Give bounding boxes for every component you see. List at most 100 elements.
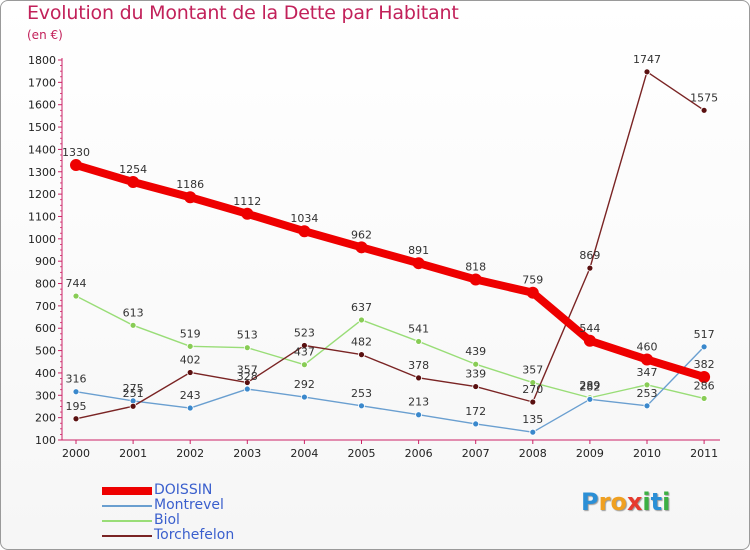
data-label: 172 xyxy=(465,405,486,418)
y-tick-label: 100 xyxy=(35,434,56,447)
data-label: 744 xyxy=(66,277,87,290)
data-label: 286 xyxy=(694,379,715,392)
x-tick-label: 2007 xyxy=(462,447,490,460)
data-point xyxy=(72,415,80,423)
data-label: 253 xyxy=(351,387,372,400)
legend-swatch-doissin xyxy=(102,487,152,495)
data-point xyxy=(643,68,651,76)
data-label: 513 xyxy=(237,329,258,342)
data-point xyxy=(415,338,423,345)
legend-label-torchefelon: Torchefelon xyxy=(154,527,235,543)
data-point xyxy=(184,191,197,204)
y-tick-label: 300 xyxy=(35,389,56,402)
data-point xyxy=(358,316,365,324)
data-point xyxy=(300,361,308,369)
data-point xyxy=(298,225,311,238)
data-label: 541 xyxy=(408,322,429,335)
data-point xyxy=(355,241,368,254)
data-point xyxy=(415,411,423,419)
data-label: 1034 xyxy=(290,212,318,225)
data-label: 402 xyxy=(180,353,201,366)
logo-letter: o xyxy=(610,488,627,516)
logo-letter: i xyxy=(642,488,651,516)
legend-label-montrevel: Montrevel xyxy=(154,497,224,513)
data-label: 289 xyxy=(579,379,600,392)
data-label: 613 xyxy=(123,306,144,319)
data-label: 135 xyxy=(522,413,543,426)
data-point xyxy=(72,292,80,300)
logo-letter: x xyxy=(626,488,643,516)
legend-label-biol: Biol xyxy=(154,512,180,528)
data-point xyxy=(243,344,251,352)
legend-swatch-montrevel xyxy=(102,505,152,507)
data-point xyxy=(472,360,480,368)
data-label: 1254 xyxy=(119,163,147,176)
y-tick-label: 800 xyxy=(35,278,56,291)
data-label: 962 xyxy=(351,228,372,241)
x-tick-label: 2008 xyxy=(519,447,547,460)
series-line-torchefelon xyxy=(75,71,705,420)
data-point xyxy=(127,176,140,189)
series-line-doissin xyxy=(72,161,709,381)
legend-item-torchefelon: Torchefelon xyxy=(102,527,302,543)
x-tick-label: 2005 xyxy=(348,447,376,460)
legend-label-doissin: DOISSIN xyxy=(154,482,213,498)
data-label: 292 xyxy=(294,378,315,391)
proxiti-logo: Proxiti xyxy=(581,488,670,516)
data-label: 316 xyxy=(66,373,87,386)
y-tick-label: 400 xyxy=(35,367,56,380)
data-point xyxy=(643,402,651,410)
data-label: 243 xyxy=(180,389,201,402)
chart-title: Evolution du Montant de la Dette par Hab… xyxy=(27,2,459,24)
x-tick-label: 2001 xyxy=(119,447,147,460)
x-tick-label: 2009 xyxy=(576,447,604,460)
legend-item-montrevel: Montrevel xyxy=(102,497,302,513)
data-point xyxy=(700,395,708,402)
data-label: 213 xyxy=(408,396,429,409)
data-label: 251 xyxy=(123,387,144,400)
data-point xyxy=(186,342,194,350)
legend-swatch-torchefelon xyxy=(102,535,152,537)
y-tick-label: 1100 xyxy=(28,210,56,223)
data-point xyxy=(529,428,537,436)
data-label: 382 xyxy=(694,358,715,371)
series-line-biol xyxy=(75,295,705,400)
data-point xyxy=(412,257,425,270)
series-line-montrevel xyxy=(75,346,705,433)
data-label: 282 xyxy=(579,380,600,393)
x-tick-label: 2002 xyxy=(176,447,204,460)
data-label: 339 xyxy=(465,368,486,381)
data-point xyxy=(586,264,594,272)
x-tick-label: 2011 xyxy=(690,447,718,460)
data-label: 544 xyxy=(579,322,600,335)
y-tick-label: 900 xyxy=(35,255,56,268)
data-label: 482 xyxy=(351,336,372,349)
data-label: 891 xyxy=(408,244,429,257)
data-point xyxy=(243,379,251,386)
data-label: 523 xyxy=(294,326,315,339)
data-point xyxy=(241,207,254,220)
data-label: 1575 xyxy=(690,91,718,104)
y-tick-label: 1000 xyxy=(28,233,56,246)
data-point xyxy=(529,398,537,406)
legend-item-doissin: DOISSIN xyxy=(102,482,302,498)
data-point xyxy=(526,286,539,299)
y-tick-label: 1700 xyxy=(28,76,56,89)
data-point xyxy=(700,343,708,351)
data-label: 275 xyxy=(123,382,144,395)
data-label: 759 xyxy=(522,274,543,287)
data-point xyxy=(643,381,651,389)
legend-swatch-biol xyxy=(102,520,152,522)
data-label: 517 xyxy=(694,328,715,341)
data-point xyxy=(472,420,480,428)
data-label: 869 xyxy=(579,249,600,262)
data-label: 1747 xyxy=(633,53,661,66)
y-tick-label: 200 xyxy=(35,412,56,425)
y-tick-label: 1800 xyxy=(28,54,56,67)
data-point xyxy=(72,388,80,396)
legend: DOISSIN Montrevel Biol Torchefelon xyxy=(102,482,302,543)
data-label: 328 xyxy=(237,370,258,383)
data-point xyxy=(358,351,365,359)
